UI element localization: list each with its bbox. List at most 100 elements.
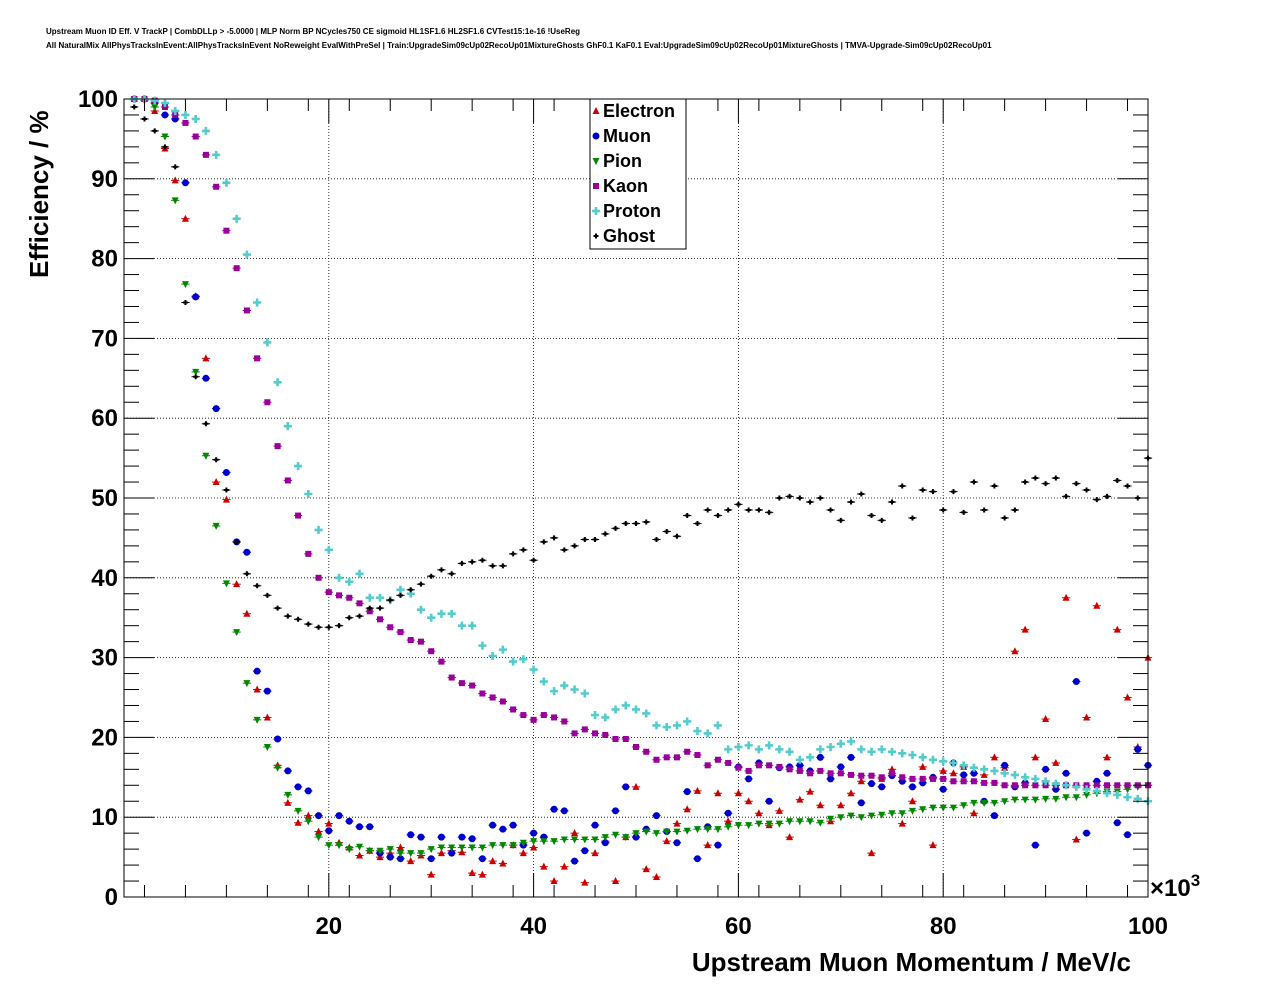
legend-marker-kaon <box>593 183 599 189</box>
ghost-point <box>756 507 762 513</box>
proton-point <box>652 721 661 730</box>
kaon-point <box>704 762 711 769</box>
proton-point <box>713 721 722 730</box>
electron-point <box>868 849 876 857</box>
kaon-point <box>1022 782 1029 789</box>
pion-point <box>448 844 456 852</box>
proton-point <box>550 687 559 696</box>
muon-point <box>212 405 220 413</box>
kaon-point <box>274 443 281 450</box>
y-tick-label: 30 <box>91 645 118 672</box>
pion-point <box>878 811 886 819</box>
pion-point <box>755 820 763 828</box>
pion-point <box>437 844 445 852</box>
x-multiplier-exponent: 3 <box>1191 871 1200 890</box>
kaon-point <box>499 698 506 705</box>
kaon-point <box>807 770 814 777</box>
electron-point <box>929 841 937 849</box>
ghost-point <box>971 479 977 485</box>
ghost-point <box>920 487 926 493</box>
electron-point <box>1042 715 1050 723</box>
header-line-1: Upstream Muon ID Eff. V TrackP | CombDLL… <box>46 27 581 36</box>
ghost-point <box>715 513 721 519</box>
electron-point <box>990 753 998 761</box>
muon-point <box>437 833 445 841</box>
electron-point <box>540 862 548 870</box>
kaon-point <box>643 748 650 755</box>
ghost-point <box>848 499 854 505</box>
muon-point <box>878 783 886 791</box>
electron-point <box>908 797 916 805</box>
ghost-point <box>541 539 547 545</box>
muon-point <box>714 841 722 849</box>
electron-point <box>581 878 589 886</box>
ghost-point <box>1043 481 1049 487</box>
proton-point <box>365 593 374 602</box>
header-line-2: All NaturalMix AllPhysTracksInEvent:AllP… <box>46 41 992 50</box>
pion-point <box>407 850 415 858</box>
pion-point <box>1072 794 1080 802</box>
electron-point <box>1031 753 1039 761</box>
kaon-point <box>1114 782 1121 789</box>
electron-point <box>253 685 261 693</box>
y-tick-label: 20 <box>91 724 118 751</box>
electron-point <box>396 843 404 851</box>
proton-point <box>294 462 303 471</box>
y-tick-label: 100 <box>78 86 118 113</box>
ghost-point <box>664 529 670 535</box>
pion-point <box>345 846 353 854</box>
legend-label-kaon: Kaon <box>603 176 648 196</box>
ghost-point <box>766 509 772 515</box>
proton-point <box>437 609 446 618</box>
proton-point <box>222 178 231 187</box>
proton-point <box>1082 785 1091 794</box>
kaon-point <box>448 674 455 681</box>
muon-point <box>868 780 876 788</box>
pion-point <box>478 844 486 852</box>
pion-point <box>693 826 701 834</box>
ghost-point <box>254 583 260 589</box>
ghost-point <box>950 489 956 495</box>
pion-point <box>499 842 507 850</box>
proton-point <box>621 701 630 710</box>
series-proton <box>130 95 1153 806</box>
proton-point <box>539 677 548 686</box>
ghost-point <box>1002 515 1008 521</box>
ghost-point <box>275 605 281 611</box>
electron-point <box>325 819 333 827</box>
ghost-point <box>961 509 967 515</box>
ghost-point <box>807 499 813 505</box>
kaon-point <box>950 778 957 785</box>
ghost-point <box>264 592 270 598</box>
proton-point <box>703 729 712 738</box>
muon-point <box>366 823 374 831</box>
muon-point <box>489 821 497 829</box>
muon-point <box>612 807 620 815</box>
legend-label-muon: Muon <box>603 126 651 146</box>
series-layer <box>130 95 1153 886</box>
proton-point <box>498 645 507 654</box>
electron-point <box>745 797 753 805</box>
ghost-point <box>1022 479 1028 485</box>
kaon-point <box>1093 782 1100 789</box>
pion-point <box>919 806 927 814</box>
kaon-point <box>243 307 250 314</box>
ghost-point <box>776 495 782 501</box>
muon-point <box>550 805 558 813</box>
x-axis-label: Upstream Muon Momentum / MeV/c <box>692 947 1131 977</box>
kaon-point <box>633 743 639 750</box>
kaon-point <box>868 772 875 779</box>
proton-point <box>867 747 876 756</box>
kaon-point <box>213 183 220 190</box>
muon-point <box>796 761 804 769</box>
muon-point <box>970 769 978 777</box>
pion-point <box>1083 791 1091 799</box>
muon-point <box>745 775 753 783</box>
proton-point <box>1021 773 1030 782</box>
proton-point <box>918 753 927 762</box>
muon-point <box>560 807 568 815</box>
proton-point <box>519 655 528 664</box>
ghost-point <box>397 592 403 598</box>
electron-point <box>233 580 241 588</box>
